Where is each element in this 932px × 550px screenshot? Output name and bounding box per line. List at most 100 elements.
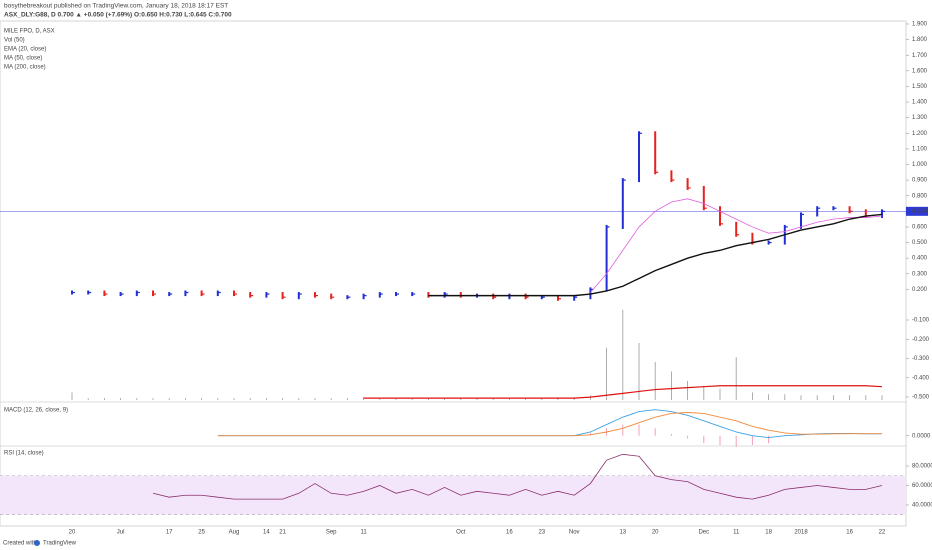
rsi-line	[152, 453, 883, 500]
volume-bar	[120, 398, 121, 400]
price-bar	[702, 185, 705, 211]
legend-item: MILE FPO, D, ASX	[4, 29, 55, 35]
price-bar	[638, 131, 640, 183]
macd-hist	[735, 435, 737, 447]
macd-hist	[589, 432, 591, 436]
y-tick-label: 0.500	[912, 240, 928, 246]
logo	[34, 540, 40, 546]
price-bar	[735, 221, 738, 237]
volume-bar	[768, 394, 769, 400]
legend-item: MA (50, close)	[4, 56, 42, 62]
volume-bar	[87, 398, 89, 400]
y-tick-label: 1.500	[912, 84, 928, 90]
volume-bar	[282, 398, 283, 400]
y-tick-label: 1.600	[912, 68, 928, 74]
volume-bar	[347, 398, 348, 400]
macd-title: MACD (12, 26, close, 9)	[4, 408, 68, 414]
signal-line	[217, 412, 882, 437]
legend-item: EMA (20, close)	[4, 47, 46, 53]
price-bar	[492, 293, 495, 300]
x-tick-label: Nov	[569, 530, 580, 536]
price-bar	[135, 290, 138, 297]
volume-bar	[735, 357, 737, 400]
x-tick-label: 18	[765, 530, 772, 536]
price-bar	[605, 224, 608, 292]
macd-hist	[751, 435, 753, 445]
y-tick-label: -0.100	[912, 318, 930, 324]
volume-bar	[476, 398, 478, 400]
price-bar	[184, 290, 187, 297]
price-bar	[589, 287, 592, 300]
rsi-band	[0, 475, 906, 515]
volume-bar	[444, 398, 445, 400]
volume-bar	[719, 388, 721, 400]
y-tick-label: 0.800	[912, 193, 928, 199]
price-bar	[524, 293, 527, 300]
x-tick-label: Oct	[456, 530, 466, 536]
macd-line	[217, 409, 882, 439]
y-tick-label: 0.300	[912, 271, 928, 277]
y-tick-label: 0.400	[912, 256, 928, 262]
x-tick-label: Dec	[698, 530, 709, 536]
y-tick-label: -0.400	[912, 375, 930, 381]
volume-bar	[800, 395, 802, 400]
price-bar	[719, 206, 721, 226]
y-tick-label: 0.600	[912, 225, 928, 231]
volume-bar	[314, 398, 316, 400]
volume-bar	[671, 371, 672, 400]
volume-bar	[622, 309, 624, 400]
volume-bar	[217, 398, 219, 400]
x-tick-label: 25	[198, 530, 205, 536]
volume-bar	[185, 398, 186, 400]
x-tick-label: 16	[506, 530, 513, 536]
price-bar	[573, 295, 576, 301]
volume-bar	[330, 398, 332, 400]
footer: Created with	[3, 541, 37, 547]
x-tick-label: 11	[360, 530, 367, 536]
volume-bar	[266, 398, 267, 400]
volume-bar	[395, 398, 397, 400]
price-bar	[508, 293, 511, 300]
macd-hist	[654, 428, 656, 436]
volume-bar	[687, 381, 688, 400]
price-bar	[297, 292, 300, 300]
y-tick-label: 0.900	[912, 178, 928, 184]
y-tick-label: 1.400	[912, 100, 928, 106]
x-tick-label: 20	[69, 530, 76, 536]
y-tick-label: 1.700	[912, 53, 928, 59]
y-tick-label: -0.300	[912, 356, 930, 362]
price-bar	[557, 295, 559, 301]
volume-bar	[833, 395, 834, 400]
volume-bar	[233, 398, 235, 400]
price-bar	[249, 292, 252, 298]
volume-bar	[201, 398, 202, 400]
x-tick-label: 22	[879, 530, 886, 536]
price-bar	[233, 290, 235, 297]
y-tick-label: 1.300	[912, 115, 928, 121]
y-tick-label: 1.900	[912, 22, 928, 28]
price-bar	[330, 293, 333, 300]
macd-hist	[638, 424, 640, 436]
volume-bar	[460, 398, 462, 400]
price-bar	[686, 178, 689, 190]
volume-bar	[492, 398, 494, 400]
y-tick-label: -0.500	[912, 395, 930, 401]
symbol-line: ASX_DLY:G88, D 0.700 ▲ +0.050 (+7.69%) O…	[4, 12, 232, 19]
price-bar	[881, 209, 883, 219]
macd-hist	[670, 433, 672, 436]
volume-bar	[784, 394, 786, 400]
last-price-label: 0.700	[912, 209, 928, 215]
volume-bar	[71, 392, 73, 400]
y-tick-label: 40.0000	[912, 503, 932, 509]
price-bar	[362, 293, 365, 300]
y-tick-label: -0.200	[912, 337, 930, 343]
x-tick-label: 16	[846, 530, 853, 536]
volume-bar	[606, 347, 607, 400]
last-price-box	[906, 206, 928, 216]
volume-bar	[541, 398, 543, 400]
x-tick-label: 23	[538, 530, 545, 536]
volume-bar	[525, 398, 526, 400]
price-bar	[427, 292, 430, 298]
price-bar	[459, 292, 462, 298]
price-bar	[621, 178, 624, 229]
